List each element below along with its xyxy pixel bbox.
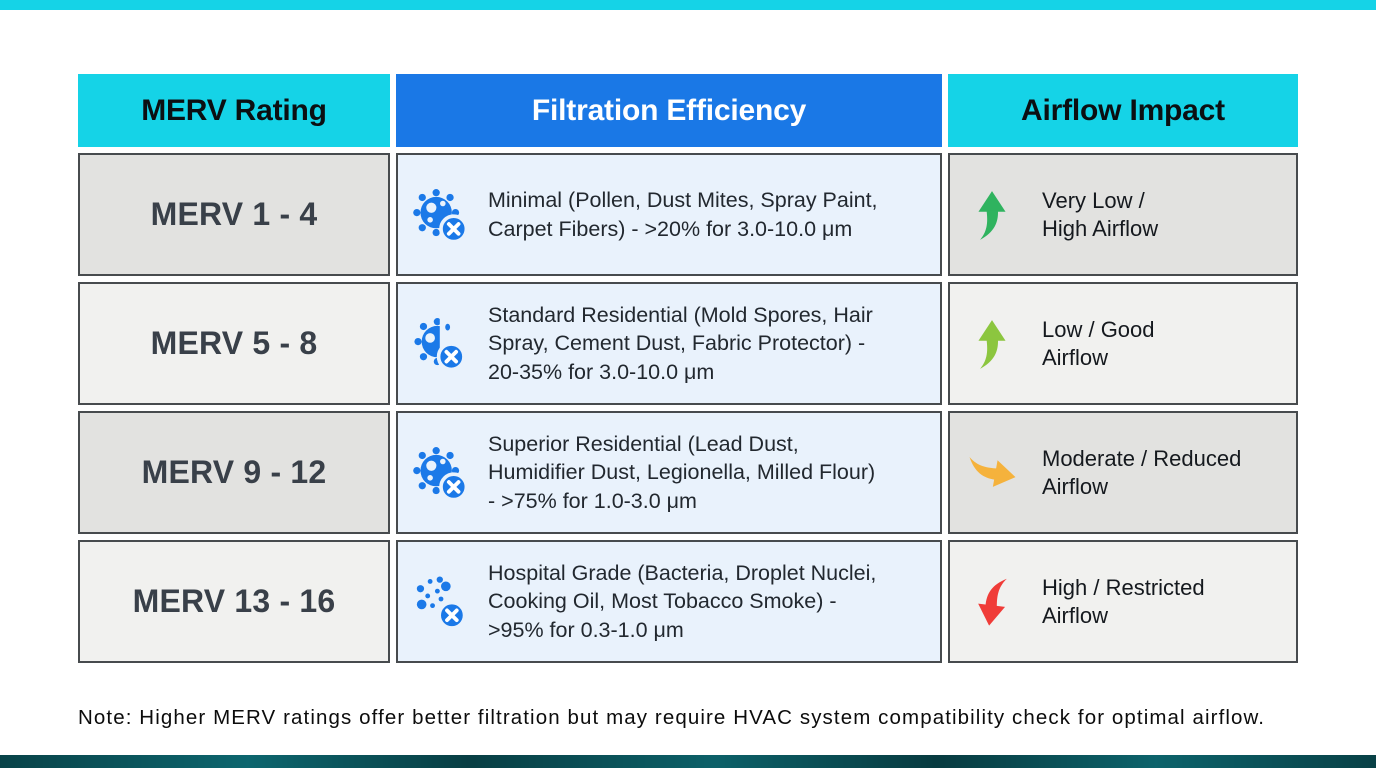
merv-rating-label: MERV 5 - 8 xyxy=(150,325,318,361)
particles-blocked-icon xyxy=(412,573,470,631)
merv-rating-label: MERV 9 - 12 xyxy=(141,454,327,490)
filtration-text: Superior Residential (Lead Dust, Humidif… xyxy=(488,431,876,513)
airflow-arrow-icon xyxy=(966,574,1018,630)
filtration-cell: Hospital Grade (Bacteria, Droplet Nuclei… xyxy=(396,540,942,663)
merv-rating-cell: MERV 9 - 12 xyxy=(78,411,390,534)
airflow-line-2: Airflow xyxy=(1042,473,1109,499)
airflow-cell: Very Low / High Airflow xyxy=(948,153,1298,276)
merv-rating-label: MERV 1 - 4 xyxy=(150,196,318,232)
filtration-cell: Standard Residential (Mold Spores, Hair … xyxy=(396,282,942,405)
merv-rating-cell: MERV 1 - 4 xyxy=(78,153,390,276)
top-decor-strip xyxy=(0,0,1376,10)
airflow-arrow-icon xyxy=(966,316,1018,372)
airflow-line-1: Very Low / xyxy=(1042,187,1145,213)
airflow-line-1: High / Restricted xyxy=(1042,574,1205,600)
airflow-line-1: Moderate / Reduced xyxy=(1042,445,1242,471)
filtration-text: Minimal (Pollen, Dust Mites, Spray Paint… xyxy=(488,187,878,241)
airflow-text: Moderate / Reduced Airflow xyxy=(1042,445,1241,501)
filtration-text: Hospital Grade (Bacteria, Droplet Nuclei… xyxy=(488,560,877,642)
airflow-text: High / Restricted Airflow xyxy=(1042,574,1205,630)
table-row: MERV 5 - 8 xyxy=(78,282,1298,405)
germ-blocked-icon xyxy=(412,186,470,244)
filtration-text: Standard Residential (Mold Spores, Hair … xyxy=(488,302,873,384)
merv-rating-cell: MERV 13 - 16 xyxy=(78,540,390,663)
airflow-cell: Low / Good Airflow xyxy=(948,282,1298,405)
airflow-line-1: Low / Good xyxy=(1042,316,1155,342)
airflow-line-2: High Airflow xyxy=(1042,215,1159,241)
airflow-line-2: Airflow xyxy=(1042,602,1109,628)
header-merv-rating: MERV Rating xyxy=(78,74,390,147)
airflow-cell: Moderate / Reduced Airflow xyxy=(948,411,1298,534)
header-filtration-efficiency: Filtration Efficiency xyxy=(396,74,942,147)
footnote: Note: Higher MERV ratings offer better f… xyxy=(78,706,1266,729)
germ-blocked-icon xyxy=(412,444,470,502)
airflow-text: Low / Good Airflow xyxy=(1042,316,1155,372)
table-body: MERV 1 - 4 xyxy=(78,153,1298,663)
airflow-arrow-icon xyxy=(966,445,1018,501)
filtration-cell: Minimal (Pollen, Dust Mites, Spray Paint… xyxy=(396,153,942,276)
filtration-cell: Superior Residential (Lead Dust, Humidif… xyxy=(396,411,942,534)
merv-table: MERV Rating Filtration Efficiency Airflo… xyxy=(78,74,1298,669)
airflow-line-2: Airflow xyxy=(1042,344,1109,370)
half-germ-blocked-icon xyxy=(412,315,470,373)
table-row: MERV 13 - 16 Hospital Gr xyxy=(78,540,1298,663)
airflow-text: Very Low / High Airflow xyxy=(1042,187,1158,243)
merv-rating-label: MERV 13 - 16 xyxy=(132,583,336,619)
bottom-decor-strip xyxy=(0,755,1376,768)
table-row: MERV 1 - 4 xyxy=(78,153,1298,276)
airflow-arrow-icon xyxy=(966,187,1018,243)
merv-rating-cell: MERV 5 - 8 xyxy=(78,282,390,405)
header-airflow-impact: Airflow Impact xyxy=(948,74,1298,147)
airflow-cell: High / Restricted Airflow xyxy=(948,540,1298,663)
table-header-row: MERV Rating Filtration Efficiency Airflo… xyxy=(78,74,1298,147)
table-row: MERV 9 - 12 xyxy=(78,411,1298,534)
